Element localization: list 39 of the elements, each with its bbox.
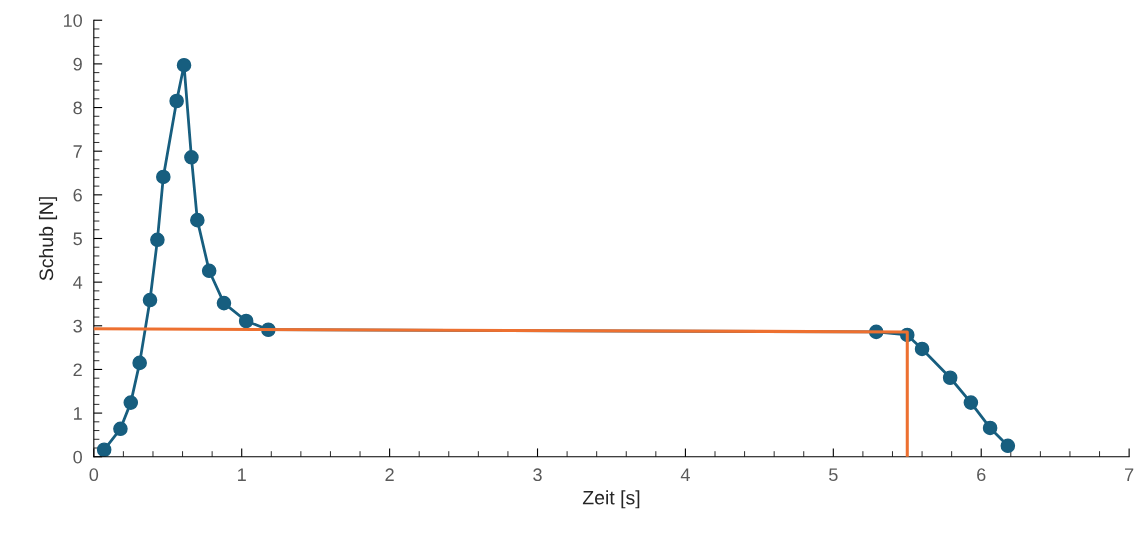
x-tick-label: 6 (977, 468, 986, 482)
x-tick-label: 5 (829, 468, 838, 482)
x-axis-title: Zeit [s] (582, 490, 640, 509)
y-tick-label: 0 (73, 450, 82, 464)
point (238, 313, 254, 329)
x-tick-label: 7 (1125, 468, 1134, 481)
point (982, 420, 998, 436)
y-tick-label: 4 (73, 276, 83, 289)
point (963, 395, 979, 410)
x-tick-label: 2 (385, 468, 394, 481)
y-tick-label: 8 (73, 101, 82, 115)
point (184, 150, 199, 165)
y-axis-title: Schub [N] (38, 197, 58, 281)
point (1000, 438, 1016, 454)
x-tick-label: 1 (238, 468, 246, 481)
point (132, 355, 147, 371)
point (190, 212, 205, 228)
point (176, 57, 192, 73)
point (142, 292, 158, 308)
y-tick-label: 7 (73, 145, 82, 158)
point (914, 341, 930, 357)
point (201, 263, 217, 279)
y-tick-label: 1 (74, 407, 82, 420)
y-tick-label: 6 (73, 188, 82, 202)
y-tick-label: 3 (73, 319, 82, 333)
point (169, 93, 184, 109)
x-tick-label: 4 (680, 468, 690, 481)
y-tick-label: 10 (63, 14, 82, 27)
y-tick-label: 9 (73, 57, 82, 71)
x-tick-label: 3 (533, 468, 542, 482)
point (156, 169, 171, 185)
point (150, 232, 165, 248)
point (216, 295, 232, 311)
point (113, 421, 128, 437)
point (942, 370, 958, 386)
y-tick-label: 2 (73, 363, 82, 376)
y-tick-label: 5 (73, 232, 82, 246)
x-tick-label: 0 (89, 468, 99, 482)
point (123, 395, 139, 410)
